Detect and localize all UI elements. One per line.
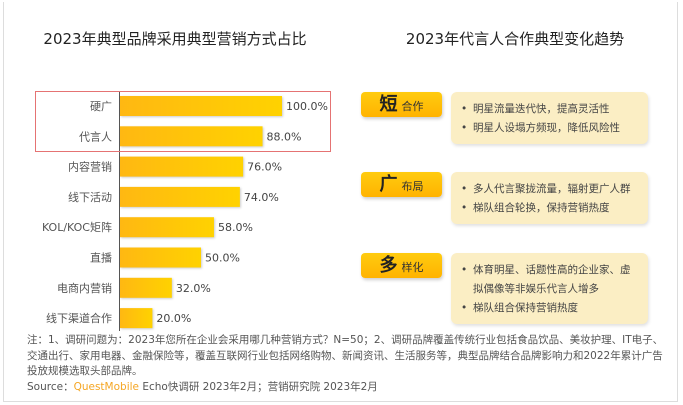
value-label: 20.0% <box>156 312 191 325</box>
category-label: KOL/KOC矩阵 <box>42 220 112 234</box>
category-label: 线下活动 <box>68 190 112 204</box>
trend-point: 明星人设塌方频现，降低风险性 <box>459 119 640 138</box>
category-label: 直播 <box>90 251 112 265</box>
bar-chart: 硬广 100.0% 代言人 88.0% 内容营销 76.0% 线下活动 74.0% KOL/KO… <box>42 91 328 331</box>
bar <box>120 308 153 329</box>
trend-point: 体育明星、话题性高的企业家、虚拟偶像等非娱乐代言人增多 <box>459 261 640 299</box>
trend-points: 体育明星、话题性高的企业家、虚拟偶像等非娱乐代言人增多梯队组合保持营销热度 <box>451 253 648 324</box>
bar <box>120 186 240 207</box>
chart-title: 2023年典型品牌采用典型营销方式占比 <box>43 30 307 48</box>
value-label: 76.0% <box>247 161 282 174</box>
bar <box>120 277 172 298</box>
category-label: 电商内营销 <box>57 281 112 295</box>
tag-small: 布局 <box>401 180 424 193</box>
trend-points: 多人代言聚拢流量，辐射更广人群梯队组合轮换，保持营销热度 <box>451 172 648 224</box>
trend-point: 梯队组合轮换，保持营销热度 <box>459 199 640 218</box>
card-frame <box>3 2 678 402</box>
value-label: 100.0% <box>286 100 328 113</box>
category-label: 代言人 <box>79 130 112 143</box>
source-line: Source：QuestMobile Echo快调研 2023年2月；营销研究院… <box>27 380 667 396</box>
trend-point: 梯队组合保持营销热度 <box>459 299 640 318</box>
trend-tag: 广布局 <box>361 172 442 197</box>
trend-tag: 多样化 <box>361 253 442 278</box>
value-label: 50.0% <box>205 252 240 265</box>
category-label: 内容营销 <box>68 160 112 174</box>
tag-big: 短 <box>379 94 398 115</box>
tag-big: 多 <box>379 255 398 276</box>
note-text: 注：1、调研问题为：2023年您所在企业会采用哪几种营销方式？N=50；2、调研… <box>27 334 664 377</box>
source-rest: Echo快调研 2023年2月；营销研究院 2023年2月 <box>139 380 378 393</box>
trend-title: 2023年代言人合作典型变化趋势 <box>405 30 625 48</box>
value-label: 88.0% <box>267 130 302 143</box>
trend-points: 明星流量迭代快，提高灵活性明星人设塌方频现，降低风险性 <box>451 92 648 144</box>
highlight-box <box>35 91 331 152</box>
trend-point: 明星流量迭代快，提高灵活性 <box>459 100 640 119</box>
source-brand: QuestMobile <box>73 380 139 393</box>
tag-small: 样化 <box>401 261 424 274</box>
bar <box>120 217 214 238</box>
footnote: 注：1、调研问题为：2023年您所在企业会采用哪几种营销方式？N=50；2、调研… <box>27 333 667 395</box>
value-label: 58.0% <box>218 221 253 234</box>
bar <box>120 96 282 116</box>
trend-point: 多人代言聚拢流量，辐射更广人群 <box>459 180 640 199</box>
tag-big: 广 <box>379 174 398 195</box>
value-label: 74.0% <box>244 191 279 204</box>
tag-small: 合作 <box>401 100 424 113</box>
bar <box>120 156 244 177</box>
bar <box>120 247 201 268</box>
source-label: Source： <box>27 380 74 393</box>
category-label: 线下渠道合作 <box>46 311 112 325</box>
value-label: 32.0% <box>176 282 211 295</box>
bar <box>120 126 263 147</box>
category-label: 硬广 <box>90 100 112 113</box>
trend-tag: 短合作 <box>361 92 442 117</box>
